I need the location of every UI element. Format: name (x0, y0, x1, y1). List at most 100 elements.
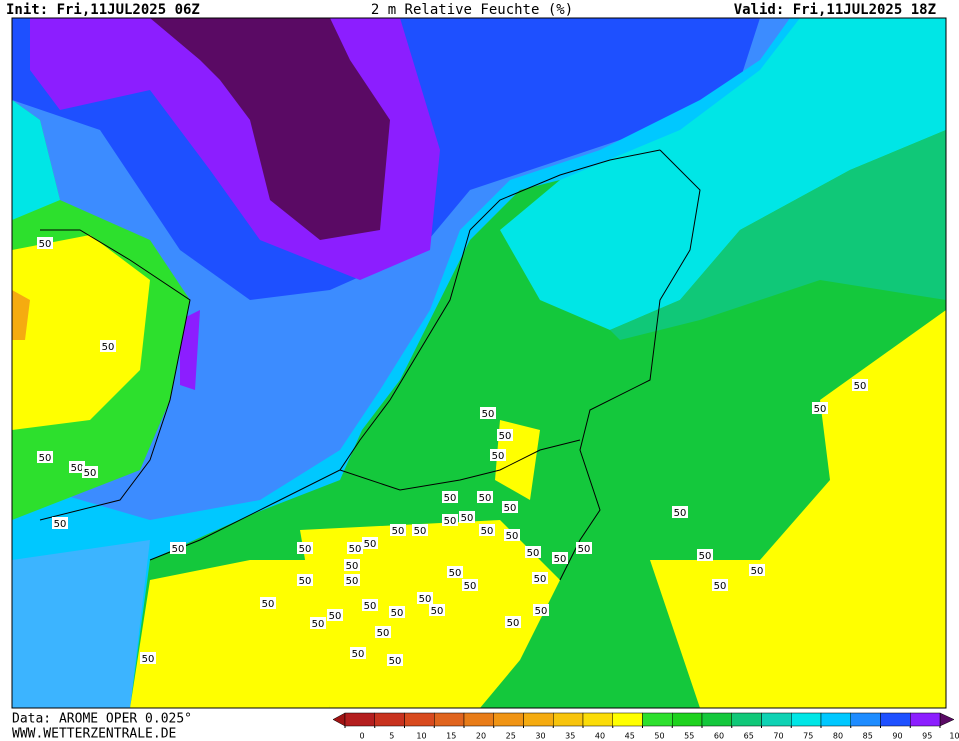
colorbar-segment (582, 712, 613, 727)
contour-label-box (389, 606, 405, 618)
germany-dry (650, 310, 946, 708)
contour-label: 50 (346, 576, 359, 587)
sea-saturated (150, 18, 390, 240)
colorbar-segment (791, 712, 822, 727)
coastline (39, 229, 191, 521)
sea-very-moist (180, 310, 200, 390)
coastline (469, 149, 661, 231)
colorbar-tick-label: 10 (416, 732, 426, 741)
contour-label-box (347, 542, 363, 554)
contour-label: 50 (84, 468, 97, 479)
contour-label: 50 (414, 526, 427, 537)
colorbar-segment (493, 712, 524, 727)
uk-coast (12, 100, 60, 220)
contour-label-box (447, 566, 463, 578)
french-coast (12, 540, 150, 708)
colorbar-segment (612, 712, 643, 727)
border (339, 439, 581, 491)
colorbar-segment (642, 712, 673, 727)
website: WWW.WETTERZENTRALE.DE (12, 727, 176, 741)
contour-label: 50 (419, 594, 432, 605)
contour-label: 50 (714, 581, 727, 592)
contour-label: 50 (349, 544, 362, 555)
colorbar-under (332, 712, 346, 727)
uk-very-dry (12, 290, 30, 340)
contour-label-box (525, 546, 541, 558)
contour-label: 50 (464, 581, 477, 592)
contour-label: 50 (492, 451, 505, 462)
contour-label: 50 (329, 611, 342, 622)
contour-label-box (375, 626, 391, 638)
contour-label-box (480, 407, 496, 419)
colorbar-segment (463, 712, 494, 727)
contour-labels: 50 50 50 50 50 50 50 50 50 50 50 50 50 50 50 50 50 50 50 50… (37, 237, 868, 667)
contour-label-box (350, 647, 366, 659)
contour-label-box (552, 552, 568, 564)
contour-label-box (502, 501, 518, 513)
contour-label: 50 (507, 618, 520, 629)
contour-label-box (504, 529, 520, 541)
colorbar-tick-label: 70 (773, 732, 783, 741)
contour-label-box (297, 574, 313, 586)
contour-label: 50 (479, 493, 492, 504)
colorbar-tick-label: 55 (684, 732, 694, 741)
colorbar-segment (553, 712, 584, 727)
contour-label: 50 (461, 513, 474, 524)
contour-label: 50 (504, 503, 517, 514)
contour-label: 50 (364, 601, 377, 612)
colorbar-segment (434, 712, 465, 727)
contour-label: 50 (578, 544, 591, 555)
contour-label-box (170, 542, 186, 554)
colorbar-tick-label: 80 (833, 732, 843, 741)
colorbar-tick-label: 35 (565, 732, 575, 741)
colorbar-segment (761, 712, 792, 727)
contour-label-box (429, 604, 445, 616)
contour-label: 50 (481, 526, 494, 537)
contour-label-box (576, 542, 592, 554)
colorbar-segment (672, 712, 703, 727)
land-moist (610, 130, 946, 340)
contour-label-box (442, 491, 458, 503)
colorbar-segment (701, 712, 732, 727)
contour-label: 50 (312, 619, 325, 630)
map-frame (11, 17, 947, 709)
contour-label-box (297, 542, 313, 554)
uk-dry (12, 235, 150, 430)
valid-time: Valid: Fri,11JUL2025 18Z (734, 2, 936, 18)
contour-label: 50 (699, 551, 712, 562)
colorbar-tick-label: 40 (595, 732, 605, 741)
contour-label-box (37, 451, 53, 463)
contour-label-box (459, 511, 475, 523)
border (559, 149, 701, 581)
colorbar-tick-label: 100 (949, 732, 959, 741)
contour-label: 50 (535, 606, 548, 617)
colorbar: 0 5 10 15 20 25 30 35 40 45 50 55 60 65 70 75 80 85 90 95 10… (332, 712, 959, 741)
colorbar-tick-label: 5 (389, 732, 394, 741)
contour-label: 50 (299, 576, 312, 587)
contour-label-box (412, 524, 428, 536)
colorbar-tick-label: 20 (476, 732, 486, 741)
contour-label: 50 (39, 239, 52, 250)
contour-label: 50 (71, 463, 84, 474)
colorbar-segment (404, 712, 435, 727)
contour-label: 50 (54, 519, 67, 530)
contour-label-box (140, 652, 156, 664)
colorbar-tick-label: 50 (654, 732, 664, 741)
colorbar-segment (344, 712, 375, 727)
contour-label-box (852, 379, 868, 391)
contour-label-box (82, 466, 98, 478)
contour-label-box (69, 461, 85, 473)
colorbar-tick-label: 75 (803, 732, 813, 741)
colorbar-over (939, 712, 955, 727)
contour-label: 50 (751, 566, 764, 577)
colorbar-tick-label: 15 (446, 732, 456, 741)
contour-label-box (442, 514, 458, 526)
map (11, 17, 947, 709)
colorbar-tick-label: 0 (359, 732, 364, 741)
colorbar-segment (820, 712, 851, 727)
contour-label: 50 (506, 531, 519, 542)
colorbar-tick-label: 65 (744, 732, 754, 741)
colorbar-tick-label: 30 (535, 732, 545, 741)
contour-label-box (390, 524, 406, 536)
